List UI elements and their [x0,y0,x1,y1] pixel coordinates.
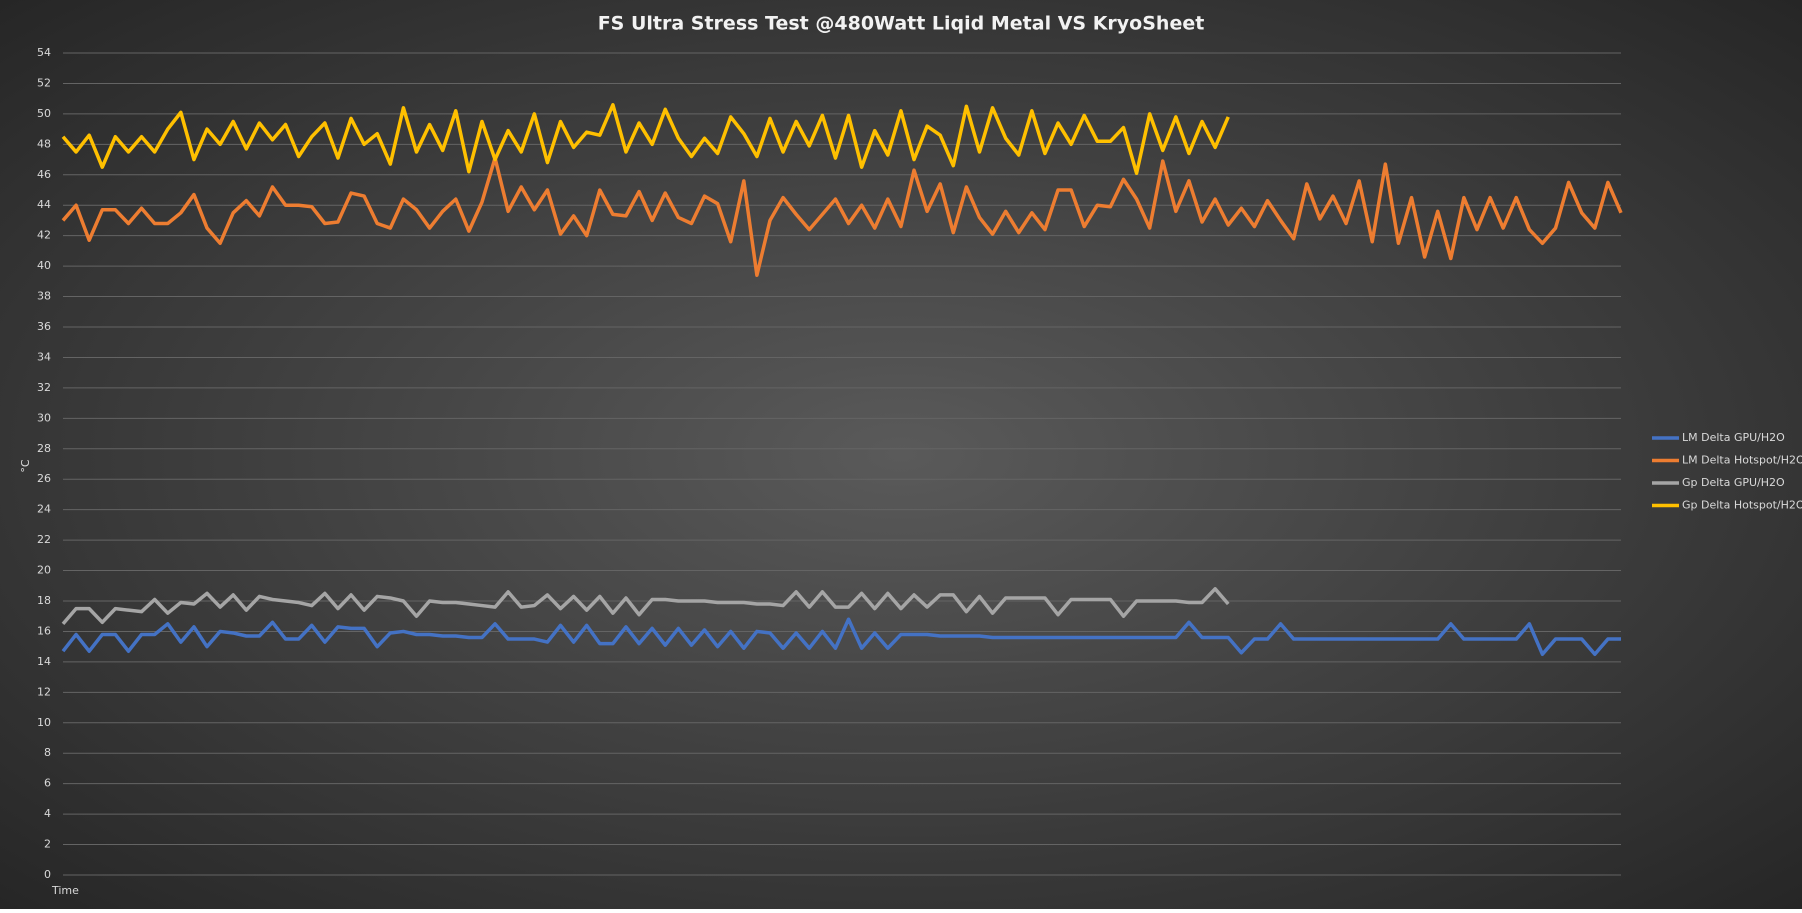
y-tick-label: 24 [37,503,51,516]
chart-title: FS Ultra Stress Test @480Watt Liqid Meta… [598,13,1205,35]
y-tick-label: 40 [37,259,51,272]
y-tick-label: 16 [37,624,51,637]
y-tick-label: 42 [37,229,51,242]
y-tick-label: 54 [37,46,51,59]
legend-label: Gp Delta Hotspot/H2O [1682,499,1802,512]
y-tick-label: 2 [44,838,51,851]
y-tick-label: 50 [37,107,51,120]
y-tick-label: 32 [37,381,51,394]
y-tick-label: 46 [37,168,51,181]
series-line [61,617,1621,657]
y-tick-label: 4 [44,807,51,820]
y-tick-label: 0 [44,868,51,881]
y-tick-label: 48 [37,137,51,150]
y-tick-label: 34 [37,350,51,363]
y-tick-label: 44 [37,198,51,211]
y-tick-label: 20 [37,564,51,577]
y-tick-label: 38 [37,290,51,303]
y-tick-label: 30 [37,411,51,424]
series-line [61,103,1230,176]
y-tick-label: 52 [37,76,51,89]
series-line [61,587,1230,625]
y-tick-label: 36 [37,320,51,333]
y-tick-label: 6 [44,777,51,790]
x-axis-label: Time [51,884,79,897]
y-tick-label: 8 [44,746,51,759]
legend-label: LM Delta Hotspot/H2O [1682,454,1802,467]
y-tick-label: 22 [37,533,51,546]
legend-label: Gp Delta GPU/H2O [1682,476,1785,489]
legend-label: LM Delta GPU/H2O [1682,431,1785,444]
y-tick-label: 14 [37,655,51,668]
y-tick-label: 26 [37,472,51,485]
y-tick-label: 12 [37,685,51,698]
y-axis-label: °C [19,459,32,473]
series-line [61,156,1623,277]
y-tick-label: 18 [37,594,51,607]
y-tick-label: 10 [37,716,51,729]
y-tick-label: 28 [37,442,51,455]
